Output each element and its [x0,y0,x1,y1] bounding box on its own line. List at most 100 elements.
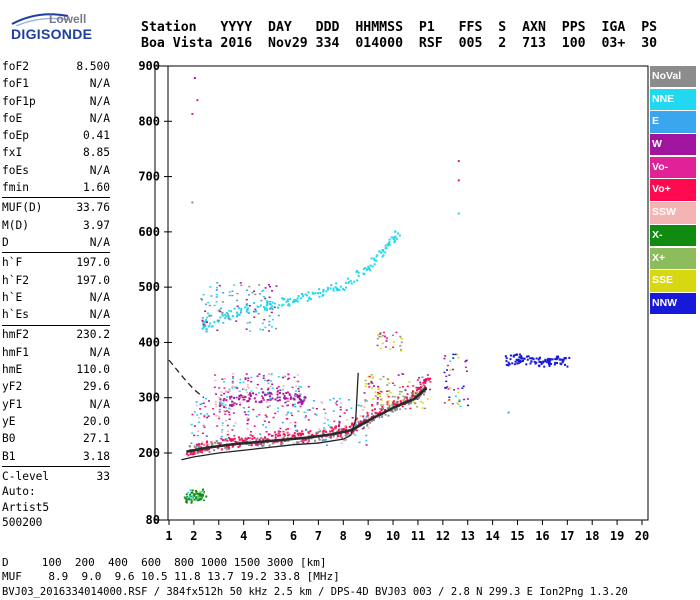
echo-point [193,77,196,80]
echo-point [221,424,224,427]
param-hmf2: hmF2 230.2 [2,326,110,343]
echo-point [199,490,202,493]
echo-point [373,263,376,266]
echo-point [422,384,425,387]
echo-point [308,432,311,435]
param-value: 3.18 [83,449,110,463]
trace-point [265,440,268,443]
echo-point [329,436,332,439]
echo-point [329,430,332,433]
trace-point [325,433,328,437]
x-tick-label: 17 [560,529,574,543]
echo-point [331,429,334,432]
echo-point [317,292,320,295]
echo-point [301,430,304,433]
echo-point [337,435,340,438]
echo-point [414,402,417,405]
echo-point [289,298,292,301]
echo-point [214,379,217,382]
echo-point [268,330,271,332]
echo-point [459,405,462,408]
echo-point [262,442,265,445]
echo-point [201,319,204,322]
trace-point [333,432,337,435]
echo-point [254,443,257,445]
echo-point [376,402,379,404]
echo-point [457,356,460,359]
echo-point [256,437,259,440]
echo-point [404,388,407,391]
echo-point [270,373,273,375]
echo-point [548,363,551,366]
echo-point [347,399,350,401]
x-tick-label: 14 [485,529,499,543]
echo-point [287,439,290,442]
echo-point [269,385,272,388]
param-name: MUF(D) [2,201,43,215]
echo-point [255,415,258,418]
echo-point [449,369,452,371]
echo-point [241,396,244,399]
echo-point [289,396,292,399]
echo-point [337,425,340,428]
legend-w: W [650,134,696,156]
echo-point [263,307,266,310]
echo-point [389,391,392,394]
echo-point [249,330,252,332]
echo-point [534,362,537,365]
echo-point [257,312,260,315]
echo-point [193,498,196,501]
echo-point [185,499,188,502]
echo-point [539,360,542,363]
echo-point [196,492,199,495]
echo-point [384,413,387,416]
echo-point [221,431,224,433]
echo-point [354,421,357,424]
echo-point [362,420,365,423]
echo-point [243,411,246,413]
echo-point [226,410,229,412]
echo-point [267,379,270,381]
param-name: yE [2,414,16,428]
echo-point [505,363,508,366]
y-tick-label: 500 [138,280,160,294]
echo-point [190,442,193,444]
echo-point [532,358,535,361]
echo-point [400,372,403,375]
echo-point [376,344,379,347]
echo-point [260,443,263,446]
echo-point [344,432,347,435]
echo-point [299,399,302,402]
echo-point [203,443,206,445]
echo-point [270,393,273,395]
echo-point [228,418,231,420]
echo-point [322,430,325,433]
echo-point [368,267,371,270]
echo-point [223,392,226,395]
echo-point [245,389,248,391]
echo-point [277,314,280,317]
trace-point [345,429,348,433]
echo-point [457,403,460,406]
echo-point [395,331,398,334]
echo-point [297,410,300,413]
echo-point [282,430,285,433]
echo-point [220,391,223,393]
echo-point [223,406,226,409]
trace-point [197,448,201,451]
trace-point [297,437,300,440]
echo-point [208,325,211,328]
echo-point [221,311,224,314]
echo-point [509,354,512,357]
echo-point [245,391,248,394]
trace-point [337,431,341,435]
echo-point [443,371,446,374]
echo-point [183,496,186,499]
trace-point [349,428,352,432]
echo-point [554,358,557,361]
echo-point [260,401,263,403]
legend-vo: Vo+ [650,179,696,201]
param-foep: foEp 0.41 [2,127,110,144]
echo-point [213,386,216,389]
echo-point [406,393,409,395]
